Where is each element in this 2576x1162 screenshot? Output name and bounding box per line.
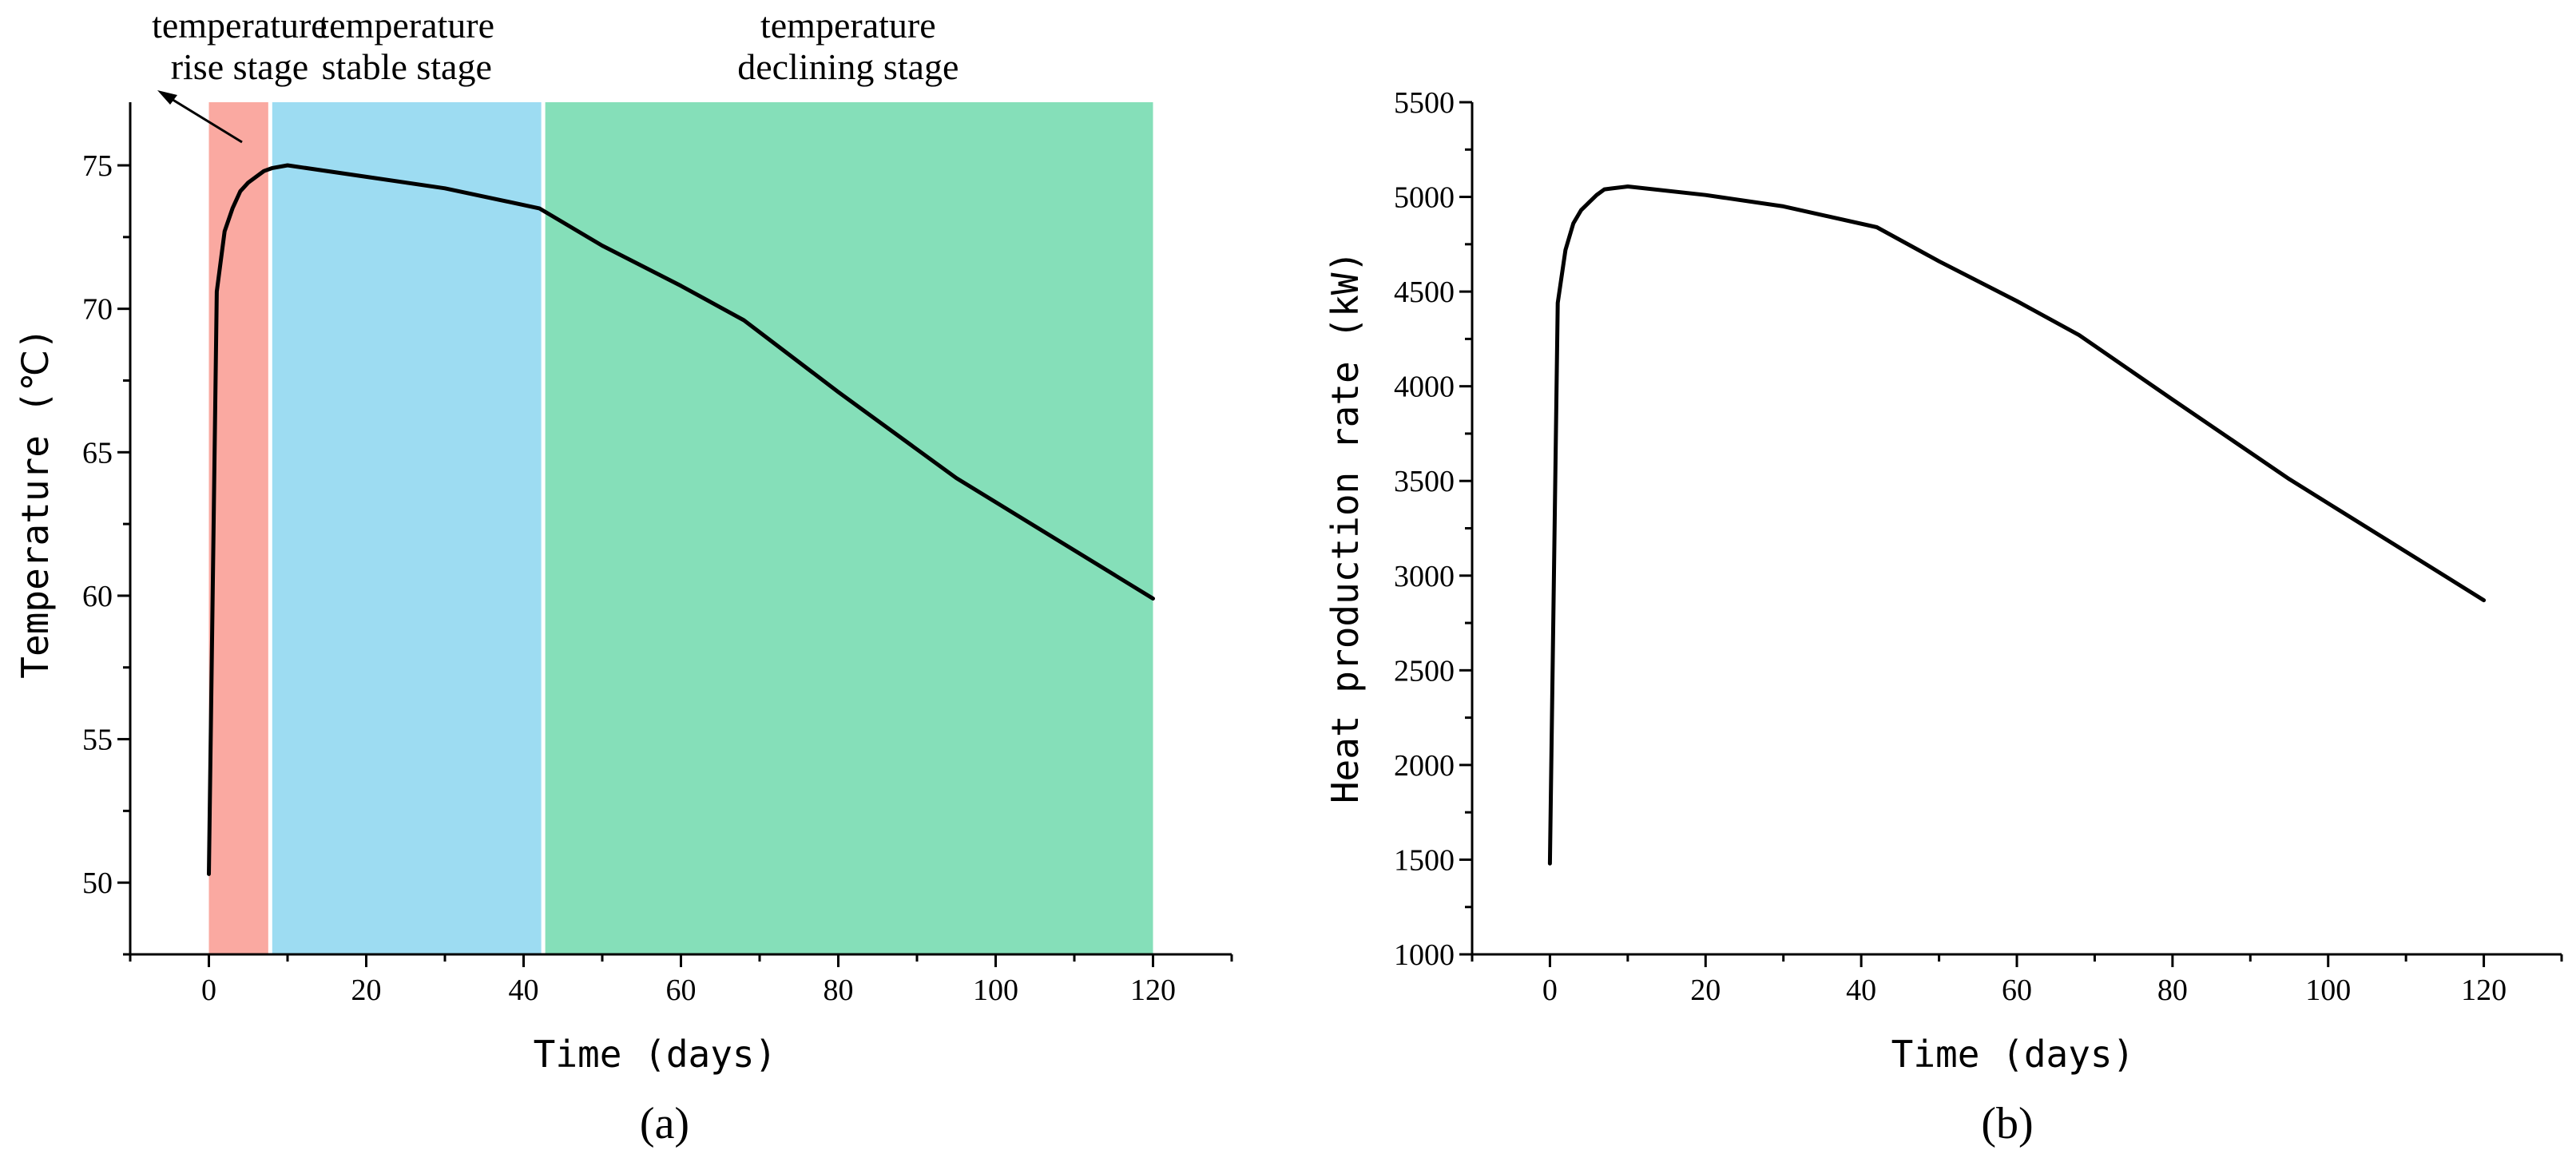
a-x-tick-label: 0 (201, 974, 216, 1007)
stage-label-2-line-0: temperature (760, 5, 936, 46)
a-y-axis-title: Temperature (℃) (14, 327, 57, 678)
b-x-tick-label: 60 (2002, 974, 2032, 1007)
a-y-tick-label: 60 (82, 580, 113, 613)
b-y-tick-label: 2500 (1394, 654, 1455, 688)
b-y-tick-label: 1500 (1394, 843, 1455, 877)
stage-band-2 (543, 102, 1153, 954)
a-x-tick-label: 60 (666, 974, 697, 1007)
a-x-tick-label: 40 (509, 974, 539, 1007)
b-y-axis-title: Heat production rate (kW) (1324, 251, 1367, 803)
stage-label-0-line-0: temperature (152, 5, 327, 46)
b-y-tick-label: 1000 (1394, 938, 1455, 972)
a-y-tick-label: 75 (82, 149, 113, 183)
b-y-tick-label: 3500 (1394, 465, 1455, 498)
a-x-tick-label: 80 (824, 974, 854, 1007)
b-y-tick-label: 5000 (1394, 181, 1455, 215)
stage-band-1 (270, 102, 544, 954)
b-x-tick-label: 80 (2157, 974, 2188, 1007)
b-x-tick-label: 20 (1690, 974, 1721, 1007)
a-x-tick-label: 20 (351, 974, 382, 1007)
b-x-tick-label: 40 (1846, 974, 1876, 1007)
b-y-tick-label: 3000 (1394, 560, 1455, 593)
a-y-tick-label: 55 (82, 724, 113, 757)
temperature-series-line (207, 163, 1155, 876)
a-x-tick-label: 100 (973, 974, 1018, 1007)
b-x-axis-title: Time (days) (1891, 1033, 2135, 1076)
stage-label-1-line-1: stable stage (322, 46, 492, 87)
b-x-tick-label: 0 (1542, 974, 1558, 1007)
b-ticks: 0 20 40 60 80 100 120 1000 1500 2000 2500 3000 3500 4… (1394, 86, 2563, 1007)
heat-production-series-line (1547, 184, 2487, 866)
chart-b: 0 20 40 60 80 100 120 1000 1500 2000 2500 3000 3500 4… (1324, 86, 2563, 1148)
stage-band-0 (208, 102, 271, 954)
b-x-tick-label: 120 (2461, 974, 2507, 1007)
b-y-tick-label: 2000 (1394, 749, 1455, 783)
b-y-tick-label: 4500 (1394, 276, 1455, 309)
stage-label-2-line-1: declining stage (737, 46, 959, 87)
b-x-tick-label: 100 (2305, 974, 2351, 1007)
b-y-tick-label: 4000 (1394, 371, 1455, 404)
a-y-tick-label: 65 (82, 436, 113, 470)
a-y-tick-label: 70 (82, 293, 113, 327)
stage-label-1-line-0: temperature (319, 5, 494, 46)
rise-stage-arrow (157, 90, 243, 144)
stage-bands (208, 102, 1153, 954)
stage-label-0-line-1: rise stage (171, 46, 308, 87)
panel-label-a: (a) (640, 1099, 689, 1148)
a-x-axis-title: Time (days) (534, 1033, 777, 1076)
a-y-tick-label: 50 (82, 867, 113, 900)
a-ticks: 0 20 40 60 80 100 120 50 55 60 65 70 75 (82, 149, 1233, 1007)
a-x-tick-label: 120 (1130, 974, 1176, 1007)
b-y-tick-label: 5500 (1394, 86, 1455, 120)
panel-label-b: (b) (1981, 1099, 2033, 1148)
